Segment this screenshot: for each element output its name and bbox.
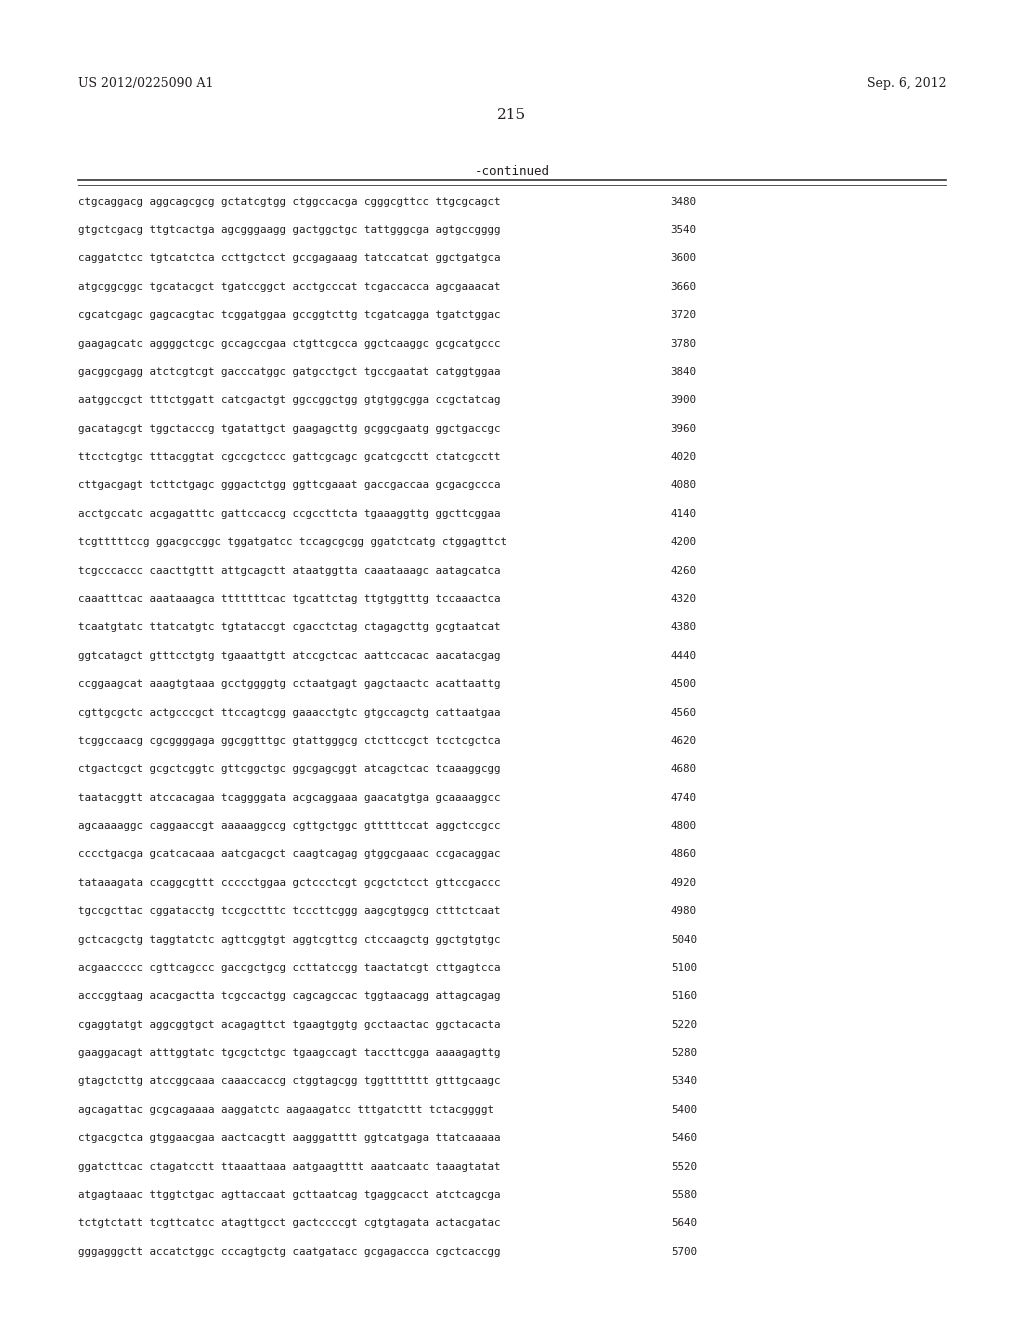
Text: ctgactcgct gcgctcggtc gttcggctgc ggcgagcggt atcagctcac tcaaaggcgg: ctgactcgct gcgctcggtc gttcggctgc ggcgagc… xyxy=(78,764,501,775)
Text: gtagctcttg atccggcaaa caaaccaccg ctggtagcgg tggttttttt gtttgcaagc: gtagctcttg atccggcaaa caaaccaccg ctggtag… xyxy=(78,1077,501,1086)
Text: 4980: 4980 xyxy=(671,906,696,916)
Text: 4440: 4440 xyxy=(671,651,696,661)
Text: tctgtctatt tcgttcatcc atagttgcct gactccccgt cgtgtagata actacgatac: tctgtctatt tcgttcatcc atagttgcct gactccc… xyxy=(78,1218,501,1229)
Text: tgccgcttac cggatacctg tccgcctttc tcccttcggg aagcgtggcg ctttctcaat: tgccgcttac cggatacctg tccgcctttc tcccttc… xyxy=(78,906,501,916)
Text: ccggaagcat aaagtgtaaa gcctggggtg cctaatgagt gagctaactc acattaattg: ccggaagcat aaagtgtaaa gcctggggtg cctaatg… xyxy=(78,678,501,689)
Text: 4020: 4020 xyxy=(671,451,696,462)
Text: 3960: 3960 xyxy=(671,424,696,434)
Text: 4560: 4560 xyxy=(671,708,696,718)
Text: 3840: 3840 xyxy=(671,367,696,378)
Text: acgaaccccc cgttcagccc gaccgctgcg ccttatccgg taactatcgt cttgagtcca: acgaaccccc cgttcagccc gaccgctgcg ccttatc… xyxy=(78,962,501,973)
Text: 4500: 4500 xyxy=(671,678,696,689)
Text: tcaatgtatc ttatcatgtc tgtataccgt cgacctctag ctagagcttg gcgtaatcat: tcaatgtatc ttatcatgtc tgtataccgt cgacctc… xyxy=(78,623,501,632)
Text: 3900: 3900 xyxy=(671,396,696,405)
Text: 5340: 5340 xyxy=(671,1077,696,1086)
Text: tataaagata ccaggcgttt ccccctggaa gctccctcgt gcgctctcct gttccgaccc: tataaagata ccaggcgttt ccccctggaa gctccct… xyxy=(78,878,501,888)
Text: 4200: 4200 xyxy=(671,537,696,548)
Text: 5460: 5460 xyxy=(671,1133,696,1143)
Text: cgttgcgctc actgcccgct ttccagtcgg gaaacctgtc gtgccagctg cattaatgaa: cgttgcgctc actgcccgct ttccagtcgg gaaacct… xyxy=(78,708,501,718)
Text: aatggccgct tttctggatt catcgactgt ggccggctgg gtgtggcgga ccgctatcag: aatggccgct tttctggatt catcgactgt ggccggc… xyxy=(78,396,501,405)
Text: 4800: 4800 xyxy=(671,821,696,832)
Text: Sep. 6, 2012: Sep. 6, 2012 xyxy=(866,77,946,90)
Text: 4860: 4860 xyxy=(671,850,696,859)
Text: atgagtaaac ttggtctgac agttaccaat gcttaatcag tgaggcacct atctcagcga: atgagtaaac ttggtctgac agttaccaat gcttaat… xyxy=(78,1191,501,1200)
Text: 215: 215 xyxy=(498,108,526,123)
Text: 5100: 5100 xyxy=(671,962,696,973)
Text: 3780: 3780 xyxy=(671,338,696,348)
Text: atgcggcggc tgcatacgct tgatccggct acctgcccat tcgaccacca agcgaaacat: atgcggcggc tgcatacgct tgatccggct acctgcc… xyxy=(78,281,501,292)
Text: 5040: 5040 xyxy=(671,935,696,945)
Text: cgcatcgagc gagcacgtac tcggatggaa gccggtcttg tcgatcagga tgatctggac: cgcatcgagc gagcacgtac tcggatggaa gccggtc… xyxy=(78,310,501,321)
Text: 4320: 4320 xyxy=(671,594,696,605)
Text: -continued: -continued xyxy=(474,165,550,178)
Text: ttcctcgtgc tttacggtat cgccgctccc gattcgcagc gcatcgcctt ctatcgcctt: ttcctcgtgc tttacggtat cgccgctccc gattcgc… xyxy=(78,451,501,462)
Text: ctgcaggacg aggcagcgcg gctatcgtgg ctggccacga cgggcgttcc ttgcgcagct: ctgcaggacg aggcagcgcg gctatcgtgg ctggcca… xyxy=(78,197,501,207)
Text: taatacggtt atccacagaa tcaggggata acgcaggaaa gaacatgtga gcaaaaggcc: taatacggtt atccacagaa tcaggggata acgcagg… xyxy=(78,792,501,803)
Text: 5160: 5160 xyxy=(671,991,696,1002)
Text: caggatctcc tgtcatctca ccttgctcct gccgagaaag tatccatcat ggctgatgca: caggatctcc tgtcatctca ccttgctcct gccgaga… xyxy=(78,253,501,264)
Text: 3480: 3480 xyxy=(671,197,696,207)
Text: gaagagcatc aggggctcgc gccagccgaa ctgttcgcca ggctcaaggc gcgcatgccc: gaagagcatc aggggctcgc gccagccgaa ctgttcg… xyxy=(78,338,501,348)
Text: 4920: 4920 xyxy=(671,878,696,888)
Text: 3720: 3720 xyxy=(671,310,696,321)
Text: 4260: 4260 xyxy=(671,565,696,576)
Text: ggatcttcac ctagatcctt ttaaattaaa aatgaagtttt aaatcaatc taaagtatat: ggatcttcac ctagatcctt ttaaattaaa aatgaag… xyxy=(78,1162,501,1172)
Text: agcagattac gcgcagaaaa aaggatctc aagaagatcc tttgatcttt tctacggggt: agcagattac gcgcagaaaa aaggatctc aagaagat… xyxy=(78,1105,494,1115)
Text: caaatttcac aaataaagca tttttttcac tgcattctag ttgtggtttg tccaaactca: caaatttcac aaataaagca tttttttcac tgcattc… xyxy=(78,594,501,605)
Text: cccctgacga gcatcacaaa aatcgacgct caagtcagag gtggcgaaac ccgacaggac: cccctgacga gcatcacaaa aatcgacgct caagtca… xyxy=(78,850,501,859)
Text: US 2012/0225090 A1: US 2012/0225090 A1 xyxy=(78,77,213,90)
Text: 3600: 3600 xyxy=(671,253,696,264)
Text: cgaggtatgt aggcggtgct acagagttct tgaagtggtg gcctaactac ggctacacta: cgaggtatgt aggcggtgct acagagttct tgaagtg… xyxy=(78,1019,501,1030)
Text: 5520: 5520 xyxy=(671,1162,696,1172)
Text: 4620: 4620 xyxy=(671,737,696,746)
Text: gggagggctt accatctggc cccagtgctg caatgatacc gcgagaccca cgctcaccgg: gggagggctt accatctggc cccagtgctg caatgat… xyxy=(78,1246,501,1257)
Text: 5280: 5280 xyxy=(671,1048,696,1059)
Text: agcaaaaggc caggaaccgt aaaaaggccg cgttgctggc gtttttccat aggctccgcc: agcaaaaggc caggaaccgt aaaaaggccg cgttgct… xyxy=(78,821,501,832)
Text: 5220: 5220 xyxy=(671,1019,696,1030)
Text: tcgtttttccg ggacgccggc tggatgatcc tccagcgcgg ggatctcatg ctggagttct: tcgtttttccg ggacgccggc tggatgatcc tccagc… xyxy=(78,537,507,548)
Text: gacatagcgt tggctacccg tgatattgct gaagagcttg gcggcgaatg ggctgaccgc: gacatagcgt tggctacccg tgatattgct gaagagc… xyxy=(78,424,501,434)
Text: 4080: 4080 xyxy=(671,480,696,491)
Text: tcggccaacg cgcggggaga ggcggtttgc gtattgggcg ctcttccgct tcctcgctca: tcggccaacg cgcggggaga ggcggtttgc gtattgg… xyxy=(78,737,501,746)
Text: tcgcccaccc caacttgttt attgcagctt ataatggtta caaataaagc aatagcatca: tcgcccaccc caacttgttt attgcagctt ataatgg… xyxy=(78,565,501,576)
Text: ggtcatagct gtttcctgtg tgaaattgtt atccgctcac aattccacac aacatacgag: ggtcatagct gtttcctgtg tgaaattgtt atccgct… xyxy=(78,651,501,661)
Text: acccggtaag acacgactta tcgccactgg cagcagccac tggtaacagg attagcagag: acccggtaag acacgactta tcgccactgg cagcagc… xyxy=(78,991,501,1002)
Text: cttgacgagt tcttctgagc gggactctgg ggttcgaaat gaccgaccaa gcgacgccca: cttgacgagt tcttctgagc gggactctgg ggttcga… xyxy=(78,480,501,491)
Text: 5400: 5400 xyxy=(671,1105,696,1115)
Text: 5640: 5640 xyxy=(671,1218,696,1229)
Text: 3540: 3540 xyxy=(671,224,696,235)
Text: 5580: 5580 xyxy=(671,1191,696,1200)
Text: 4740: 4740 xyxy=(671,792,696,803)
Text: 4140: 4140 xyxy=(671,508,696,519)
Text: 5700: 5700 xyxy=(671,1246,696,1257)
Text: 3660: 3660 xyxy=(671,281,696,292)
Text: gtgctcgacg ttgtcactga agcgggaagg gactggctgc tattgggcga agtgccgggg: gtgctcgacg ttgtcactga agcgggaagg gactggc… xyxy=(78,224,501,235)
Text: acctgccatc acgagatttc gattccaccg ccgccttcta tgaaaggttg ggcttcggaa: acctgccatc acgagatttc gattccaccg ccgcctt… xyxy=(78,508,501,519)
Text: 4680: 4680 xyxy=(671,764,696,775)
Text: 4380: 4380 xyxy=(671,623,696,632)
Text: ctgacgctca gtggaacgaa aactcacgtt aagggatttt ggtcatgaga ttatcaaaaa: ctgacgctca gtggaacgaa aactcacgtt aagggat… xyxy=(78,1133,501,1143)
Text: gctcacgctg taggtatctc agttcggtgt aggtcgttcg ctccaagctg ggctgtgtgc: gctcacgctg taggtatctc agttcggtgt aggtcgt… xyxy=(78,935,501,945)
Text: gacggcgagg atctcgtcgt gacccatggc gatgcctgct tgccgaatat catggtggaa: gacggcgagg atctcgtcgt gacccatggc gatgcct… xyxy=(78,367,501,378)
Text: gaaggacagt atttggtatc tgcgctctgc tgaagccagt taccttcgga aaaagagttg: gaaggacagt atttggtatc tgcgctctgc tgaagcc… xyxy=(78,1048,501,1059)
